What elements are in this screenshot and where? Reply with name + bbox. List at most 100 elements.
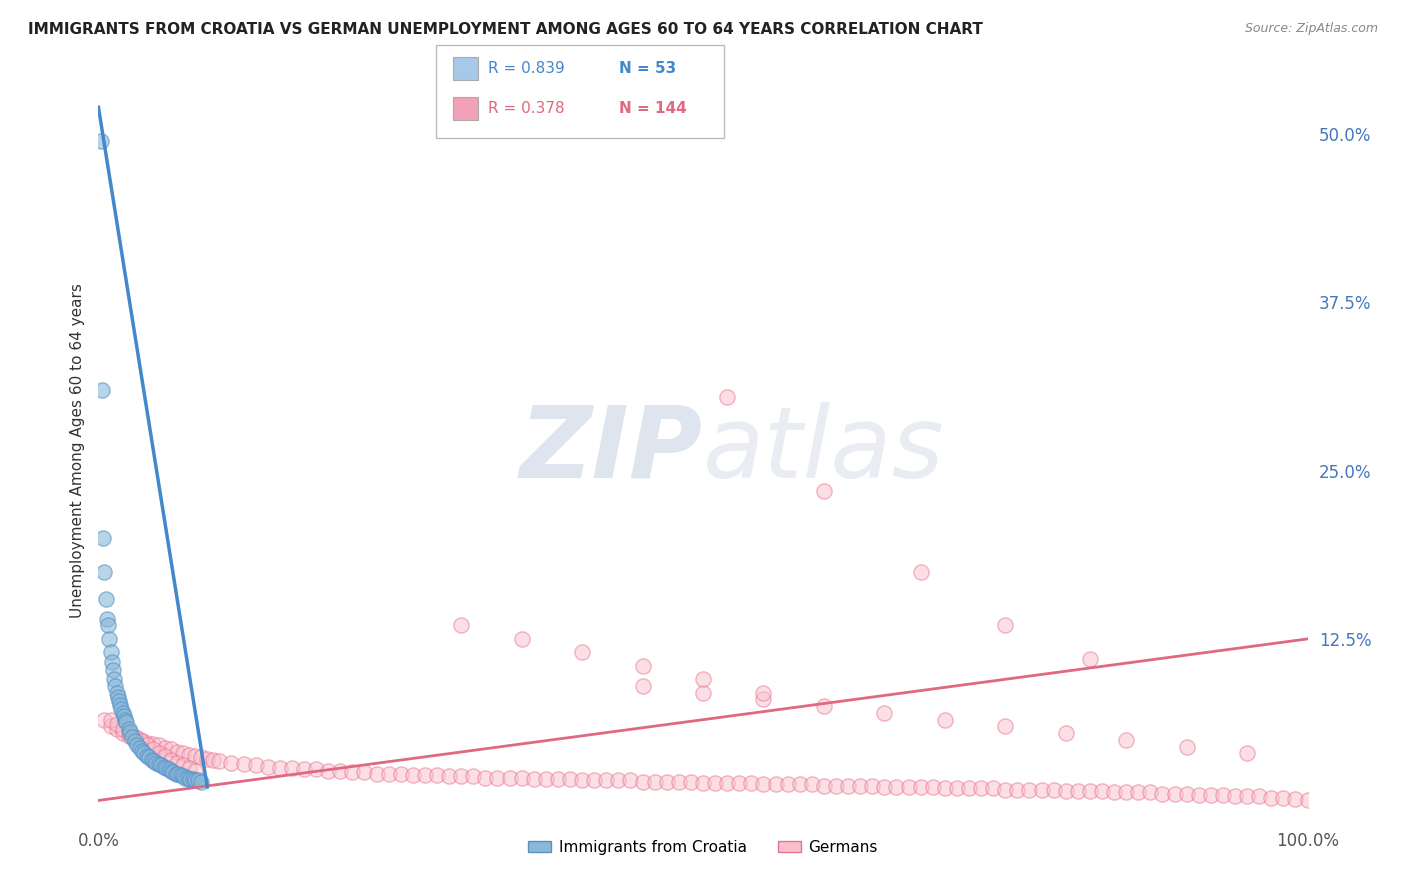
Point	[704, 776, 727, 790]
Point	[1260, 790, 1282, 805]
Point	[93, 565, 115, 579]
Point	[619, 773, 641, 788]
Point	[1284, 792, 1306, 806]
Point	[571, 645, 593, 659]
Point	[172, 769, 194, 783]
Point	[153, 749, 176, 764]
Point	[510, 632, 533, 646]
Point	[765, 777, 787, 791]
Point	[860, 779, 883, 793]
Point	[1223, 789, 1246, 804]
Point	[571, 773, 593, 788]
Point	[208, 755, 231, 769]
Point	[160, 764, 183, 778]
Point	[152, 760, 174, 774]
Point	[187, 773, 209, 788]
Point	[607, 773, 630, 788]
Point	[474, 771, 496, 785]
Point	[195, 752, 218, 766]
Point	[994, 782, 1017, 797]
Point	[1054, 784, 1077, 798]
Point	[897, 780, 920, 794]
Point	[153, 741, 176, 756]
Point	[160, 742, 183, 756]
Point	[221, 756, 243, 770]
Point	[100, 655, 122, 669]
Point	[166, 756, 188, 770]
Point	[716, 390, 738, 404]
Point	[160, 753, 183, 767]
Point	[366, 766, 388, 780]
Point	[174, 771, 197, 785]
Point	[740, 776, 762, 790]
Point	[148, 757, 170, 772]
Point	[498, 771, 520, 785]
Point	[437, 769, 460, 783]
Point	[142, 742, 165, 756]
Point	[184, 749, 207, 764]
Point	[981, 781, 1004, 796]
Point	[1102, 785, 1125, 799]
Point	[1091, 784, 1114, 798]
Point	[910, 780, 932, 794]
Point	[93, 713, 115, 727]
Point	[100, 645, 122, 659]
Point	[105, 722, 128, 736]
Point	[97, 618, 120, 632]
Point	[534, 772, 557, 786]
Point	[837, 779, 859, 793]
Point	[583, 773, 606, 788]
Point	[124, 734, 146, 748]
Point	[353, 765, 375, 780]
Point	[134, 747, 156, 761]
Point	[177, 771, 200, 785]
Point	[162, 765, 184, 780]
Point	[655, 774, 678, 789]
Point	[190, 774, 212, 789]
Point	[1175, 739, 1198, 754]
Point	[169, 768, 191, 782]
Point	[1249, 789, 1271, 804]
Point	[143, 755, 166, 769]
Point	[155, 761, 177, 775]
Point	[631, 658, 654, 673]
Point	[118, 724, 141, 739]
Point	[813, 699, 835, 714]
Point	[118, 722, 141, 736]
Point	[558, 772, 581, 786]
Point	[679, 774, 702, 789]
Point	[547, 772, 569, 786]
Point	[849, 779, 872, 793]
Point	[1272, 790, 1295, 805]
Point	[752, 692, 775, 706]
Point	[292, 763, 315, 777]
Point	[716, 776, 738, 790]
Point	[128, 741, 150, 756]
Point	[142, 737, 165, 751]
Point	[145, 756, 167, 770]
Point	[96, 612, 118, 626]
Point	[1296, 793, 1319, 807]
Point	[813, 779, 835, 793]
Point	[1031, 782, 1053, 797]
Point	[94, 591, 117, 606]
Point	[886, 780, 908, 794]
Point	[131, 744, 153, 758]
Point	[135, 749, 157, 764]
Point	[103, 673, 125, 687]
Point	[305, 763, 328, 777]
Point	[1018, 782, 1040, 797]
Point	[789, 777, 811, 791]
Point	[1236, 747, 1258, 761]
Point	[934, 781, 956, 796]
Text: atlas: atlas	[703, 402, 945, 499]
Text: Source: ZipAtlas.com: Source: ZipAtlas.com	[1244, 22, 1378, 36]
Point	[994, 719, 1017, 733]
Point	[256, 760, 278, 774]
Point	[957, 781, 980, 796]
Point	[1078, 784, 1101, 798]
Point	[166, 745, 188, 759]
Point	[692, 776, 714, 790]
Point	[150, 758, 173, 772]
Point	[127, 738, 149, 752]
